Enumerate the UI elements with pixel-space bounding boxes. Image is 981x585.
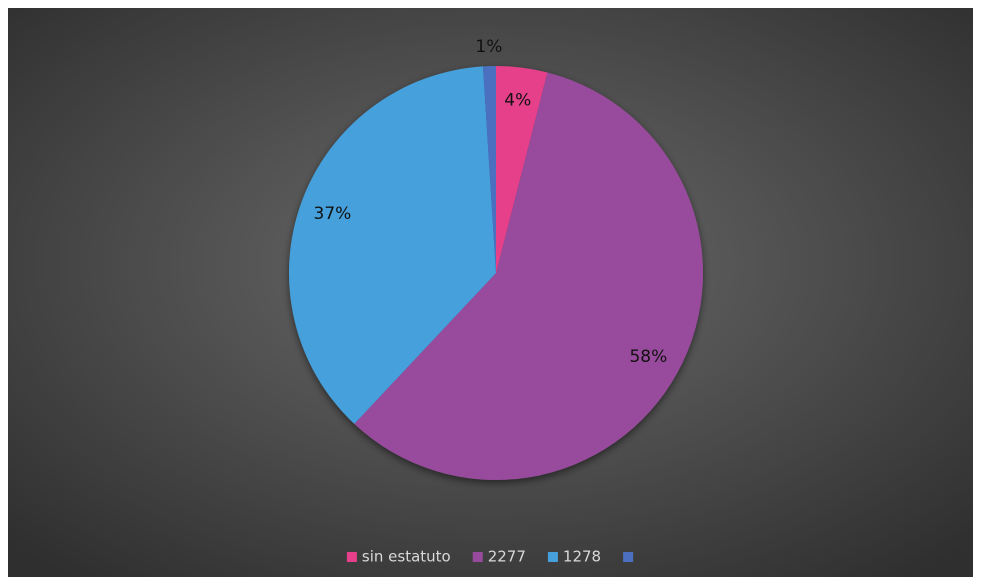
data-label: 37% — [314, 204, 352, 224]
pie-slice — [496, 66, 548, 273]
pie-slice — [354, 72, 703, 480]
data-label: 1% — [475, 37, 502, 57]
pie-slice — [289, 66, 496, 424]
pie — [289, 66, 703, 480]
data-label: 58% — [629, 347, 667, 367]
legend-label: sin estatuto — [362, 548, 451, 566]
data-label: 4% — [504, 90, 531, 110]
legend-swatch — [623, 552, 634, 562]
legend-label: 2277 — [488, 548, 526, 566]
legend-label: 1278 — [563, 548, 601, 566]
pie-slice — [483, 66, 496, 273]
legend-swatch — [346, 552, 357, 562]
legend-swatch — [547, 552, 558, 562]
legend-swatch — [472, 552, 483, 562]
